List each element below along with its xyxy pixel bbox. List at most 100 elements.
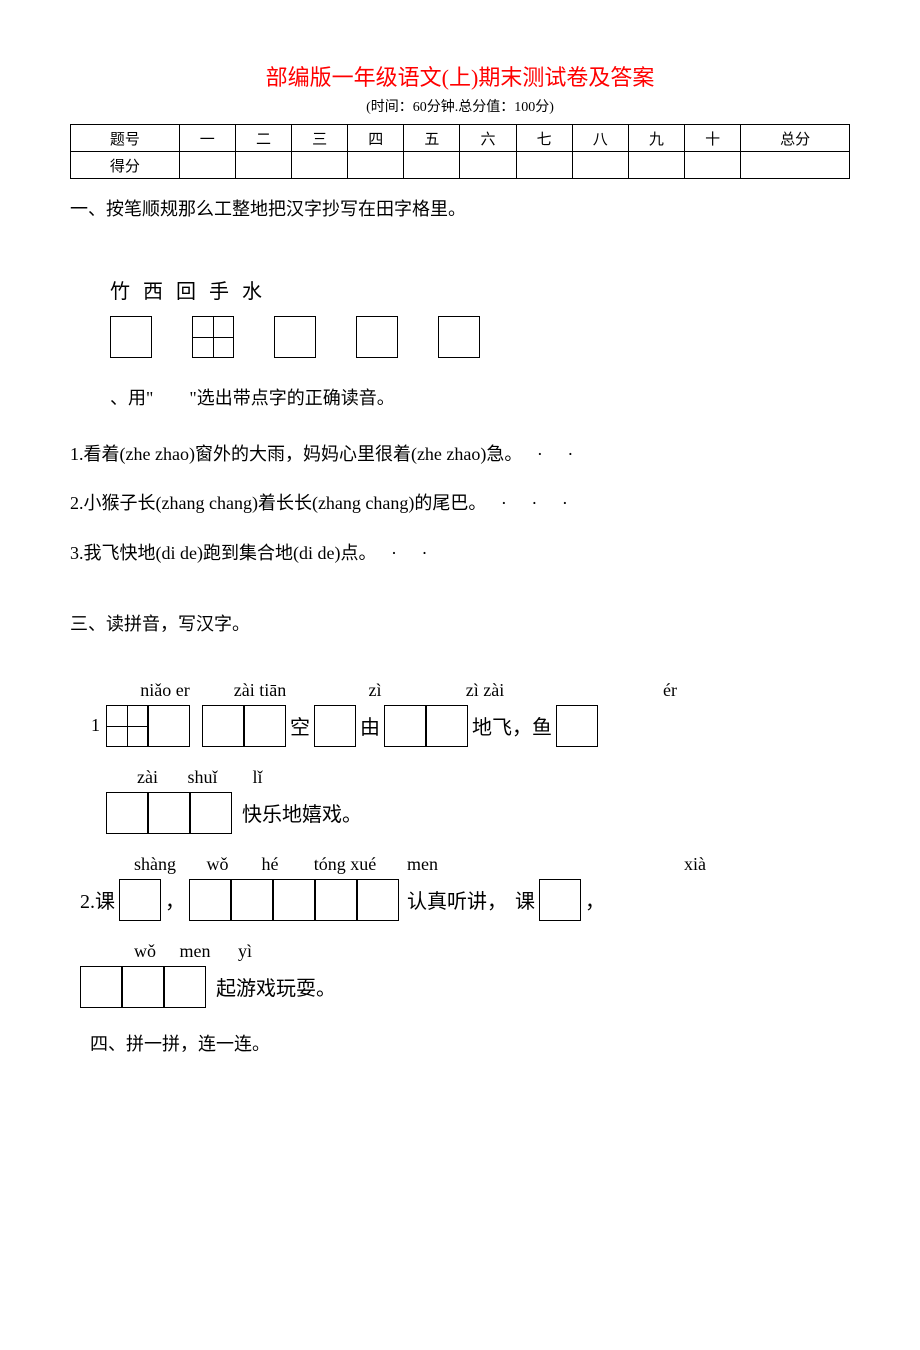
q2-3: 3.我飞快地(di de)跑到集合地(di de)点。 · · [70, 534, 850, 574]
q-dots: · · [537, 444, 584, 464]
pinyin: lǐ [230, 767, 285, 788]
score-blank-cell[interactable] [572, 152, 628, 179]
pinyin: zì [350, 680, 400, 701]
write-box[interactable] [244, 705, 286, 747]
pinyin-row-2b: wǒ men yì [90, 941, 850, 962]
write-box[interactable] [202, 705, 244, 747]
write-box[interactable] [164, 966, 206, 1008]
score-header-cell: 七 [516, 125, 572, 152]
q-dots: · · [391, 543, 438, 563]
score-header-cell: 题号 [71, 125, 180, 152]
score-header-cell: 二 [235, 125, 291, 152]
write-box[interactable] [356, 316, 398, 358]
write-box[interactable] [438, 316, 480, 358]
pinyin: zì zài [440, 680, 530, 701]
section-1-chars: 竹 西 回 手 水 [110, 275, 850, 304]
pinyin: men [395, 854, 450, 875]
write-box[interactable] [315, 879, 357, 921]
write-box[interactable] [384, 705, 426, 747]
write-box[interactable] [314, 705, 356, 747]
pinyin: zài [120, 767, 175, 788]
write-box[interactable] [80, 966, 122, 1008]
score-header-cell: 总分 [741, 125, 850, 152]
score-blank-cell[interactable] [516, 152, 572, 179]
write-box[interactable] [556, 705, 598, 747]
fill-row-2: 2.课 ， 认真听讲， 课 ， [70, 879, 850, 921]
fill-row-1: 1 空 由 地飞，鱼 [70, 705, 850, 747]
tianzi-box[interactable] [192, 316, 234, 358]
score-header-cell: 六 [460, 125, 516, 152]
score-header-cell: 五 [404, 125, 460, 152]
fixed-char: 空 [290, 711, 310, 740]
pinyin: hé [245, 854, 295, 875]
punct: ， [585, 885, 605, 914]
pinyin: wǒ [190, 854, 245, 875]
write-box[interactable] [122, 966, 164, 1008]
score-value-row: 得分 [71, 152, 850, 179]
score-header-cell: 一 [179, 125, 235, 152]
score-header-cell: 三 [292, 125, 348, 152]
pinyin: tóng xué [295, 854, 395, 875]
pinyin-row-2: shàng wǒ hé tóng xué men xià [90, 854, 850, 875]
fixed-char: 由 [360, 711, 380, 740]
q2-2: 2.小猴子长(zhang chang)着长长(zhang chang)的尾巴。 … [70, 484, 850, 524]
write-box[interactable] [110, 316, 152, 358]
fixed-text: 快乐地嬉戏。 [242, 798, 362, 827]
score-header-cell: 八 [572, 125, 628, 152]
fixed-text: 起游戏玩耍。 [216, 972, 336, 1001]
fill-row-2b: 起游戏玩耍。 [70, 966, 850, 1008]
score-header-cell: 九 [628, 125, 684, 152]
write-box[interactable] [274, 316, 316, 358]
score-header-cell: 十 [685, 125, 741, 152]
tianzi-box[interactable] [106, 705, 148, 747]
fixed-text: 地飞，鱼 [472, 711, 552, 740]
tianzi-grid-row [110, 316, 850, 358]
section-1-heading: 一、按笔顺规那么工整地把汉字抄写在田字格里。 [70, 193, 850, 225]
pinyin: zài tiān [210, 680, 310, 701]
score-blank-cell[interactable] [628, 152, 684, 179]
pinyin: wǒ [120, 941, 170, 962]
write-box[interactable] [273, 879, 315, 921]
pinyin: shuǐ [175, 767, 230, 788]
write-box[interactable] [231, 879, 273, 921]
section-4-heading: 四、拼一拼，连一连。 [90, 1028, 850, 1060]
score-blank-cell[interactable] [460, 152, 516, 179]
score-header-cell: 四 [348, 125, 404, 152]
pinyin: niǎo er [120, 680, 210, 701]
section-2-heading: 、用" "选出带点字的正确读音。 [110, 382, 850, 414]
write-box[interactable] [539, 879, 581, 921]
write-box[interactable] [357, 879, 399, 921]
write-box[interactable] [106, 792, 148, 834]
write-box[interactable] [148, 792, 190, 834]
score-blank-cell[interactable] [292, 152, 348, 179]
exam-title: 部编版一年级语文(上)期末测试卷及答案 [70, 60, 850, 92]
pinyin-row-1: niǎo er zài tiān zì zì zài ér [90, 680, 850, 701]
write-box[interactable] [426, 705, 468, 747]
exam-subtitle: (时间：60分钟.总分值：100分) [70, 96, 850, 116]
score-blank-cell[interactable] [235, 152, 291, 179]
pinyin: yì [220, 941, 270, 962]
score-blank-cell[interactable] [348, 152, 404, 179]
fixed-text: 认真听讲， [407, 885, 507, 914]
q-text: 2.小猴子长(zhang chang)着长长(zhang chang)的尾巴。 [70, 493, 486, 513]
item-number: 2.课 [80, 885, 115, 914]
write-box[interactable] [189, 879, 231, 921]
pinyin: shàng [120, 854, 190, 875]
score-blank-cell[interactable] [404, 152, 460, 179]
q-dots: · · · [501, 493, 578, 513]
pinyin: men [170, 941, 220, 962]
q2-1: 1.看着(zhe zhao)窗外的大雨，妈妈心里很着(zhe zhao)急。 ·… [70, 435, 850, 475]
pinyin: xià [670, 854, 720, 875]
score-blank-cell[interactable] [685, 152, 741, 179]
score-blank-cell[interactable] [179, 152, 235, 179]
score-blank-cell[interactable] [741, 152, 850, 179]
section-3-heading: 三、读拼音，写汉字。 [70, 608, 850, 640]
write-box[interactable] [148, 705, 190, 747]
score-label-cell: 得分 [71, 152, 180, 179]
score-table: 题号 一 二 三 四 五 六 七 八 九 十 总分 得分 [70, 124, 850, 179]
write-box[interactable] [190, 792, 232, 834]
write-box[interactable] [119, 879, 161, 921]
fill-row-1b: 快乐地嬉戏。 [70, 792, 850, 834]
pinyin: ér [650, 680, 690, 701]
q-text: 1.看着(zhe zhao)窗外的大雨，妈妈心里很着(zhe zhao)急。 [70, 444, 522, 464]
